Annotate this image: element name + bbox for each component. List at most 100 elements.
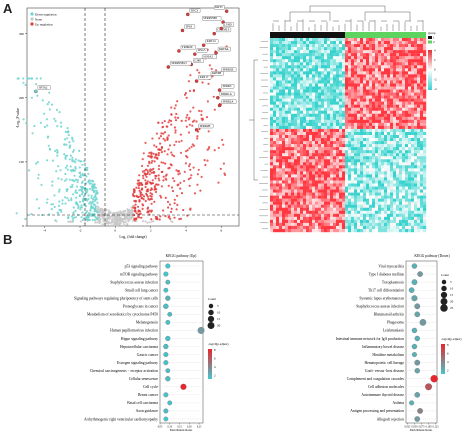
volcano-point-up <box>221 138 224 141</box>
heatmap-cell <box>273 68 277 72</box>
heatmap-cell <box>360 225 364 230</box>
heatmap-cell <box>369 165 373 169</box>
heatmap-cell <box>291 177 295 181</box>
heatmap-cell <box>303 86 307 90</box>
heatmap-cell <box>333 183 337 187</box>
volcano-point <box>157 151 160 155</box>
heatmap-cell <box>381 128 385 133</box>
heatmap-cell <box>402 228 406 233</box>
kegg-down-dots <box>408 263 438 422</box>
heatmap-cell <box>309 147 313 151</box>
heatmap-cell <box>396 86 400 90</box>
heatmap-cell <box>369 71 373 75</box>
heatmap-cell <box>294 47 298 51</box>
heatmap-cell <box>372 110 376 114</box>
volcano-point <box>158 148 161 151</box>
heatmap-cell <box>402 144 406 148</box>
heatmap-cell <box>351 174 355 178</box>
kegg-down-padj-scale <box>441 344 445 374</box>
group-bar-1 <box>270 32 345 38</box>
heatmap-cell <box>324 183 328 187</box>
volcano-point <box>140 182 143 185</box>
heatmap-cell <box>357 204 361 208</box>
heatmap-cell <box>291 95 295 99</box>
volcano-point <box>53 205 56 209</box>
heatmap-cell <box>354 41 358 45</box>
heatmap-cell <box>288 107 292 111</box>
heatmap-cell <box>348 198 352 202</box>
heatmap-cell <box>384 201 388 205</box>
heatmap-cell <box>375 98 379 102</box>
heatmap-cell <box>345 213 349 218</box>
volcano-point-up <box>200 175 203 178</box>
volcano-point-up <box>141 170 144 173</box>
heatmap-cell <box>366 150 370 154</box>
heatmap-cell <box>360 95 364 99</box>
heatmap-cell <box>300 128 304 133</box>
heatmap-cell <box>309 183 313 187</box>
heatmap-cell <box>414 147 418 151</box>
heatmap-cell <box>363 225 367 230</box>
heatmap-cell <box>309 210 313 215</box>
volcano-point <box>30 213 33 216</box>
heatmap-cell <box>420 56 424 60</box>
heatmap-cell <box>288 128 292 133</box>
heatmap-cell <box>330 131 334 136</box>
heatmap-cell <box>312 110 316 114</box>
heatmap-cell <box>378 128 382 133</box>
heatmap-cell <box>372 116 376 121</box>
volcano-point-up <box>198 109 201 112</box>
heatmap-cell <box>309 41 313 45</box>
heatmap-cell <box>423 62 427 66</box>
heatmap-cell <box>390 41 394 45</box>
volcano-point-up <box>152 170 155 173</box>
heatmap-cell <box>414 153 418 157</box>
heatmap-cell <box>360 219 364 224</box>
heatmap-cell <box>270 192 274 196</box>
heatmap-cell <box>399 162 403 166</box>
heatmap-cell <box>294 156 298 160</box>
heatmap-cell <box>378 141 382 145</box>
heatmap-cell <box>294 138 298 142</box>
heatmap-cell <box>285 92 289 96</box>
heatmap-cell <box>372 216 376 221</box>
heatmap-cell <box>363 150 367 154</box>
heatmap-cell <box>348 177 352 181</box>
kegg-up-padj-title: -log10(p.adjust) <box>208 342 228 346</box>
heatmap-cell <box>396 174 400 178</box>
heatmap-cell <box>273 89 277 93</box>
heatmap-cell <box>300 77 304 81</box>
heatmap-cell <box>357 119 361 124</box>
heatmap-cell <box>363 201 367 205</box>
heatmap-cell <box>408 113 412 118</box>
volcano-point <box>137 179 140 182</box>
volcano-point <box>92 190 96 194</box>
heatmap-cell <box>360 77 364 81</box>
heatmap-cell <box>279 101 283 105</box>
heatmap-cell <box>399 168 403 172</box>
heatmap-cell <box>417 104 421 108</box>
heatmap-cell <box>339 204 343 208</box>
heatmap-cell <box>312 131 316 136</box>
heatmap-cell <box>372 213 376 218</box>
heatmap-cell <box>387 225 391 230</box>
heatmap-cell <box>294 216 298 221</box>
heatmap-cell <box>336 38 340 42</box>
heatmap-cell <box>279 68 283 72</box>
heatmap-cell <box>348 128 352 133</box>
heatmap-cell <box>291 159 295 163</box>
heatmap-cell <box>309 59 313 63</box>
heatmap-cell <box>336 65 340 69</box>
heatmap-cell <box>303 41 307 45</box>
heatmap-cell <box>366 195 370 199</box>
heatmap-cell <box>282 98 286 102</box>
ku-pathway-label: Proteoglycans in cancer <box>123 305 159 309</box>
heatmap-cell <box>273 59 277 63</box>
heatmap-cell <box>285 195 289 199</box>
heatmap-cell <box>321 228 325 233</box>
volcano-point <box>186 156 189 159</box>
heatmap-cell <box>342 207 346 211</box>
heatmap-cell <box>300 80 304 84</box>
heatmap-cell <box>312 225 316 230</box>
heatmap-cell <box>417 138 421 142</box>
